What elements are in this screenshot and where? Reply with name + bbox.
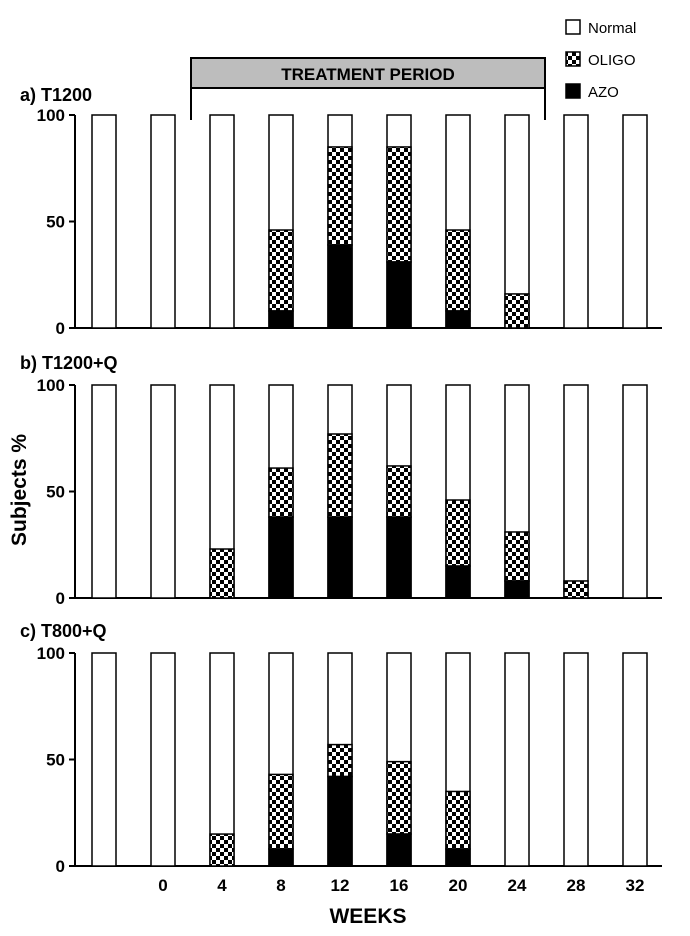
panel-c-y-tick-label: 0 <box>56 857 65 876</box>
panel-a-bar-azo <box>386 261 412 329</box>
panel-c-bar-azo <box>327 775 353 867</box>
x-tick-label: 20 <box>449 876 468 895</box>
panel-b-bar-oligo <box>504 531 530 582</box>
treatment-period-label: TREATMENT PERIOD <box>281 65 454 84</box>
panel-a-bar-oligo <box>504 293 530 329</box>
x-tick-label: 32 <box>626 876 645 895</box>
panel-b-bar-azo <box>386 516 412 599</box>
panel-b-bar-azo <box>268 516 294 599</box>
panel-b-bar-oligo <box>209 548 235 599</box>
x-tick-label: 0 <box>158 876 167 895</box>
panel-b-y-tick-label: 0 <box>56 589 65 608</box>
panel-a-bar-normal <box>91 114 117 329</box>
panel-a-bar-normal <box>150 114 176 329</box>
x-tick-label: 12 <box>331 876 350 895</box>
panel-b-bar-oligo <box>268 467 294 518</box>
panel-c-bar-oligo <box>268 773 294 850</box>
panel-c-y-tick-label: 50 <box>46 751 65 770</box>
panel-a-y-tick-label: 50 <box>46 213 65 232</box>
panel-c-bar-azo <box>268 848 294 867</box>
x-axis-label: WEEKS <box>329 905 406 928</box>
panel-b-y-tick-label: 100 <box>37 376 65 395</box>
panel-c-bar-azo <box>386 833 412 867</box>
panel-c-bar-normal <box>504 652 530 867</box>
panel-c-title: c) T800+Q <box>20 621 107 641</box>
panel-b-bar-oligo <box>445 499 471 567</box>
legend-oligo-swatch <box>565 51 581 67</box>
panel-b-title: b) T1200+Q <box>20 353 118 373</box>
legend-azo-swatch <box>565 83 581 99</box>
panel-c-bar-normal <box>622 652 648 867</box>
treatment-period: TREATMENT PERIOD <box>190 57 546 120</box>
panel-b-bar-normal <box>150 384 176 599</box>
panel-a-bar-azo <box>445 310 471 329</box>
y-axis-label: Subjects % <box>8 434 31 546</box>
panel-a-bar-oligo <box>386 146 412 263</box>
x-tick-label: 8 <box>276 876 285 895</box>
panel-c-bar-normal <box>209 652 235 867</box>
x-tick-label: 24 <box>508 876 527 895</box>
x-tick-label: 28 <box>567 876 586 895</box>
panel-c-bar-normal <box>150 652 176 867</box>
legend-normal-label: Normal <box>588 20 636 37</box>
panel-b-bar-oligo <box>563 580 589 599</box>
panel-b-bar-oligo <box>386 465 412 518</box>
x-tick-label: 16 <box>390 876 409 895</box>
panel-c-bar-oligo <box>209 833 235 867</box>
panel-a-bar-oligo <box>445 229 471 312</box>
x-tick-label: 4 <box>217 876 227 895</box>
panel-b-bar-azo <box>504 580 530 599</box>
panel-c-bar-normal <box>91 652 117 867</box>
legend-oligo-label: OLIGO <box>588 52 636 69</box>
panel-b-bar-normal <box>563 384 589 599</box>
panel-c-bar-oligo <box>386 760 412 835</box>
panel-a-title: a) T1200 <box>20 85 92 105</box>
panel-c-bar-normal <box>563 652 589 867</box>
treatment-period-banner <box>190 57 546 89</box>
panel-b: b) T1200+Q 0 50 100 <box>20 353 662 608</box>
panel-a-bar-normal <box>209 114 235 329</box>
panel-a: a) T1200 0 50 100 <box>20 85 662 338</box>
panel-b-bar-azo <box>445 565 471 599</box>
panel-b-y-tick-label: 50 <box>46 483 65 502</box>
panel-c-bar-azo <box>445 848 471 867</box>
panel-a-bar-normal <box>504 114 530 329</box>
legend-azo-label: AZO <box>588 84 619 101</box>
panel-a-y-tick-label: 100 <box>37 106 65 125</box>
panel-b-bar-normal <box>622 384 648 599</box>
panel-a-bar-azo <box>268 310 294 329</box>
legend-normal-swatch <box>565 19 581 35</box>
panel-b-bar-oligo <box>327 433 353 518</box>
panel-b-bar-azo <box>327 516 353 599</box>
panel-c-bar-oligo <box>445 790 471 850</box>
panel-c-y-tick-label: 100 <box>37 644 65 663</box>
panel-a-bar-oligo <box>327 146 353 246</box>
panel-c-bar-oligo <box>327 743 353 778</box>
panel-c: c) T800+Q 0 50 100 <box>20 621 662 876</box>
panel-a-bar-oligo <box>268 229 294 312</box>
panel-a-bar-normal <box>622 114 648 329</box>
legend: Normal OLIGO AZO <box>565 19 636 101</box>
panel-a-bar-normal <box>563 114 589 329</box>
panel-b-bar-normal <box>91 384 117 599</box>
panel-a-bar-azo <box>327 244 353 329</box>
panel-a-y-tick-label: 0 <box>56 319 65 338</box>
